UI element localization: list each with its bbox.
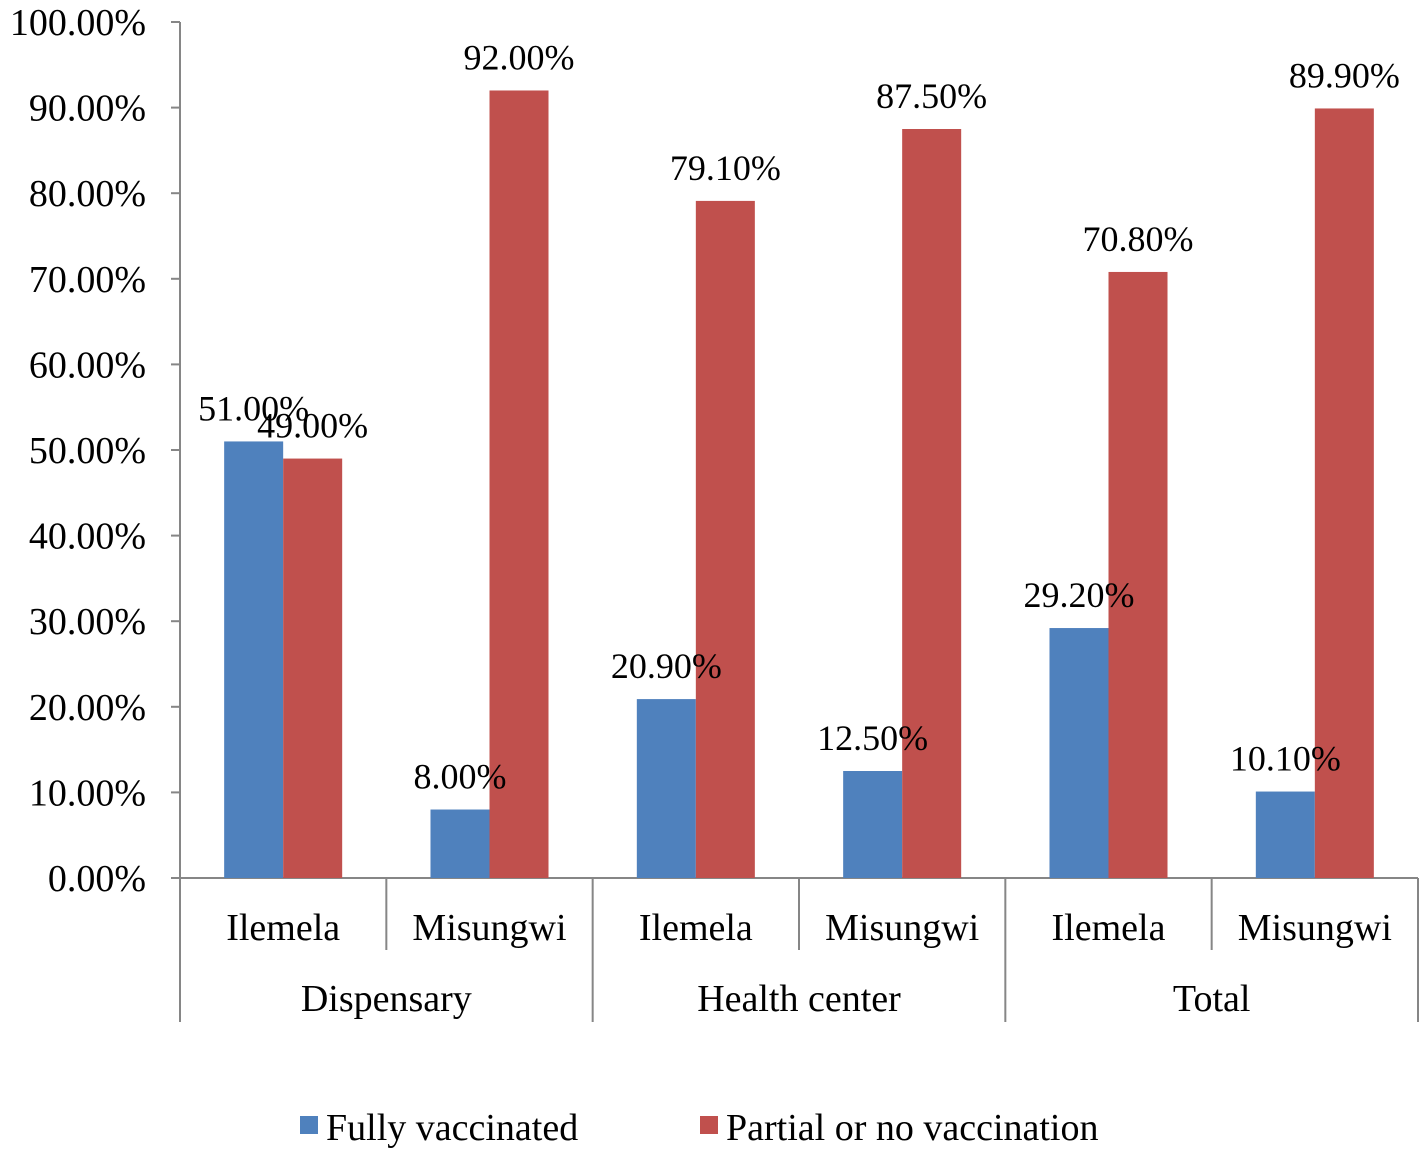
data-label: 8.00% xyxy=(413,757,506,797)
axes: 0.00% 10.00% 20.00% 30.00% 40.00% 50.00% 60.00… xyxy=(10,2,1419,1022)
group-label: Dispensary xyxy=(301,978,472,1020)
bar-fully-vaccinated xyxy=(224,441,284,878)
category-label: Misungwi xyxy=(412,907,566,949)
legend-swatch xyxy=(700,1116,718,1134)
group-label: Health center xyxy=(697,978,901,1020)
y-tick-label: 100.00% xyxy=(10,2,146,44)
data-label: 89.90% xyxy=(1289,55,1400,95)
y-tick-label: 10.00% xyxy=(29,772,146,814)
bar-partial-or-no-vaccination xyxy=(695,200,755,879)
data-label: 79.10% xyxy=(670,148,781,188)
bar-partial-or-no-vaccination xyxy=(1108,271,1168,878)
legend-label: Fully vaccinated xyxy=(326,1107,578,1149)
data-label: 70.80% xyxy=(1083,219,1194,259)
group-label: Total xyxy=(1173,978,1251,1020)
bar-partial-or-no-vaccination xyxy=(489,90,549,879)
bar-fully-vaccinated xyxy=(1049,628,1109,878)
data-labels: 51.00% 8.00% 20.90% 12.50% 29.20% 10.10% 49.00… xyxy=(198,37,1400,796)
y-tick-label: 70.00% xyxy=(29,259,146,301)
bar-partial-or-no-vaccination xyxy=(1314,108,1374,879)
y-tick-label: 50.00% xyxy=(29,430,146,472)
legend-swatch xyxy=(300,1116,318,1134)
bar-fully-vaccinated xyxy=(430,809,490,878)
y-tick-label: 80.00% xyxy=(29,173,146,215)
bar-partial-or-no-vaccination xyxy=(283,458,343,878)
category-label: Ilemela xyxy=(226,907,340,949)
data-label: 87.50% xyxy=(876,76,987,116)
category-label: Misungwi xyxy=(1238,907,1392,949)
data-label: 49.00% xyxy=(257,406,368,446)
data-label: 10.10% xyxy=(1230,739,1341,779)
legend: Fully vaccinated Partial or no vaccinatio… xyxy=(300,1107,1099,1149)
data-label: 12.50% xyxy=(817,718,928,758)
data-label: 29.20% xyxy=(1023,575,1134,615)
data-label: 20.90% xyxy=(611,646,722,686)
legend-label: Partial or no vaccination xyxy=(726,1107,1099,1149)
bar-fully-vaccinated xyxy=(1255,791,1315,878)
bar-partial-or-no-vaccination xyxy=(902,129,962,878)
data-label: 51.00% xyxy=(198,388,309,428)
y-tick-label: 40.00% xyxy=(29,516,146,558)
data-label: 92.00% xyxy=(464,37,575,77)
y-tick-label: 90.00% xyxy=(29,88,146,130)
category-label: Misungwi xyxy=(825,907,979,949)
category-label: Ilemela xyxy=(1052,907,1166,949)
category-label: Ilemela xyxy=(639,907,753,949)
bars xyxy=(224,90,1374,879)
y-tick-label: 20.00% xyxy=(29,687,146,729)
y-tick-label: 30.00% xyxy=(29,601,146,643)
y-tick-label: 60.00% xyxy=(29,344,146,386)
bar-fully-vaccinated xyxy=(636,699,696,878)
y-tick-label: 0.00% xyxy=(48,858,146,900)
bar-fully-vaccinated xyxy=(843,771,903,878)
